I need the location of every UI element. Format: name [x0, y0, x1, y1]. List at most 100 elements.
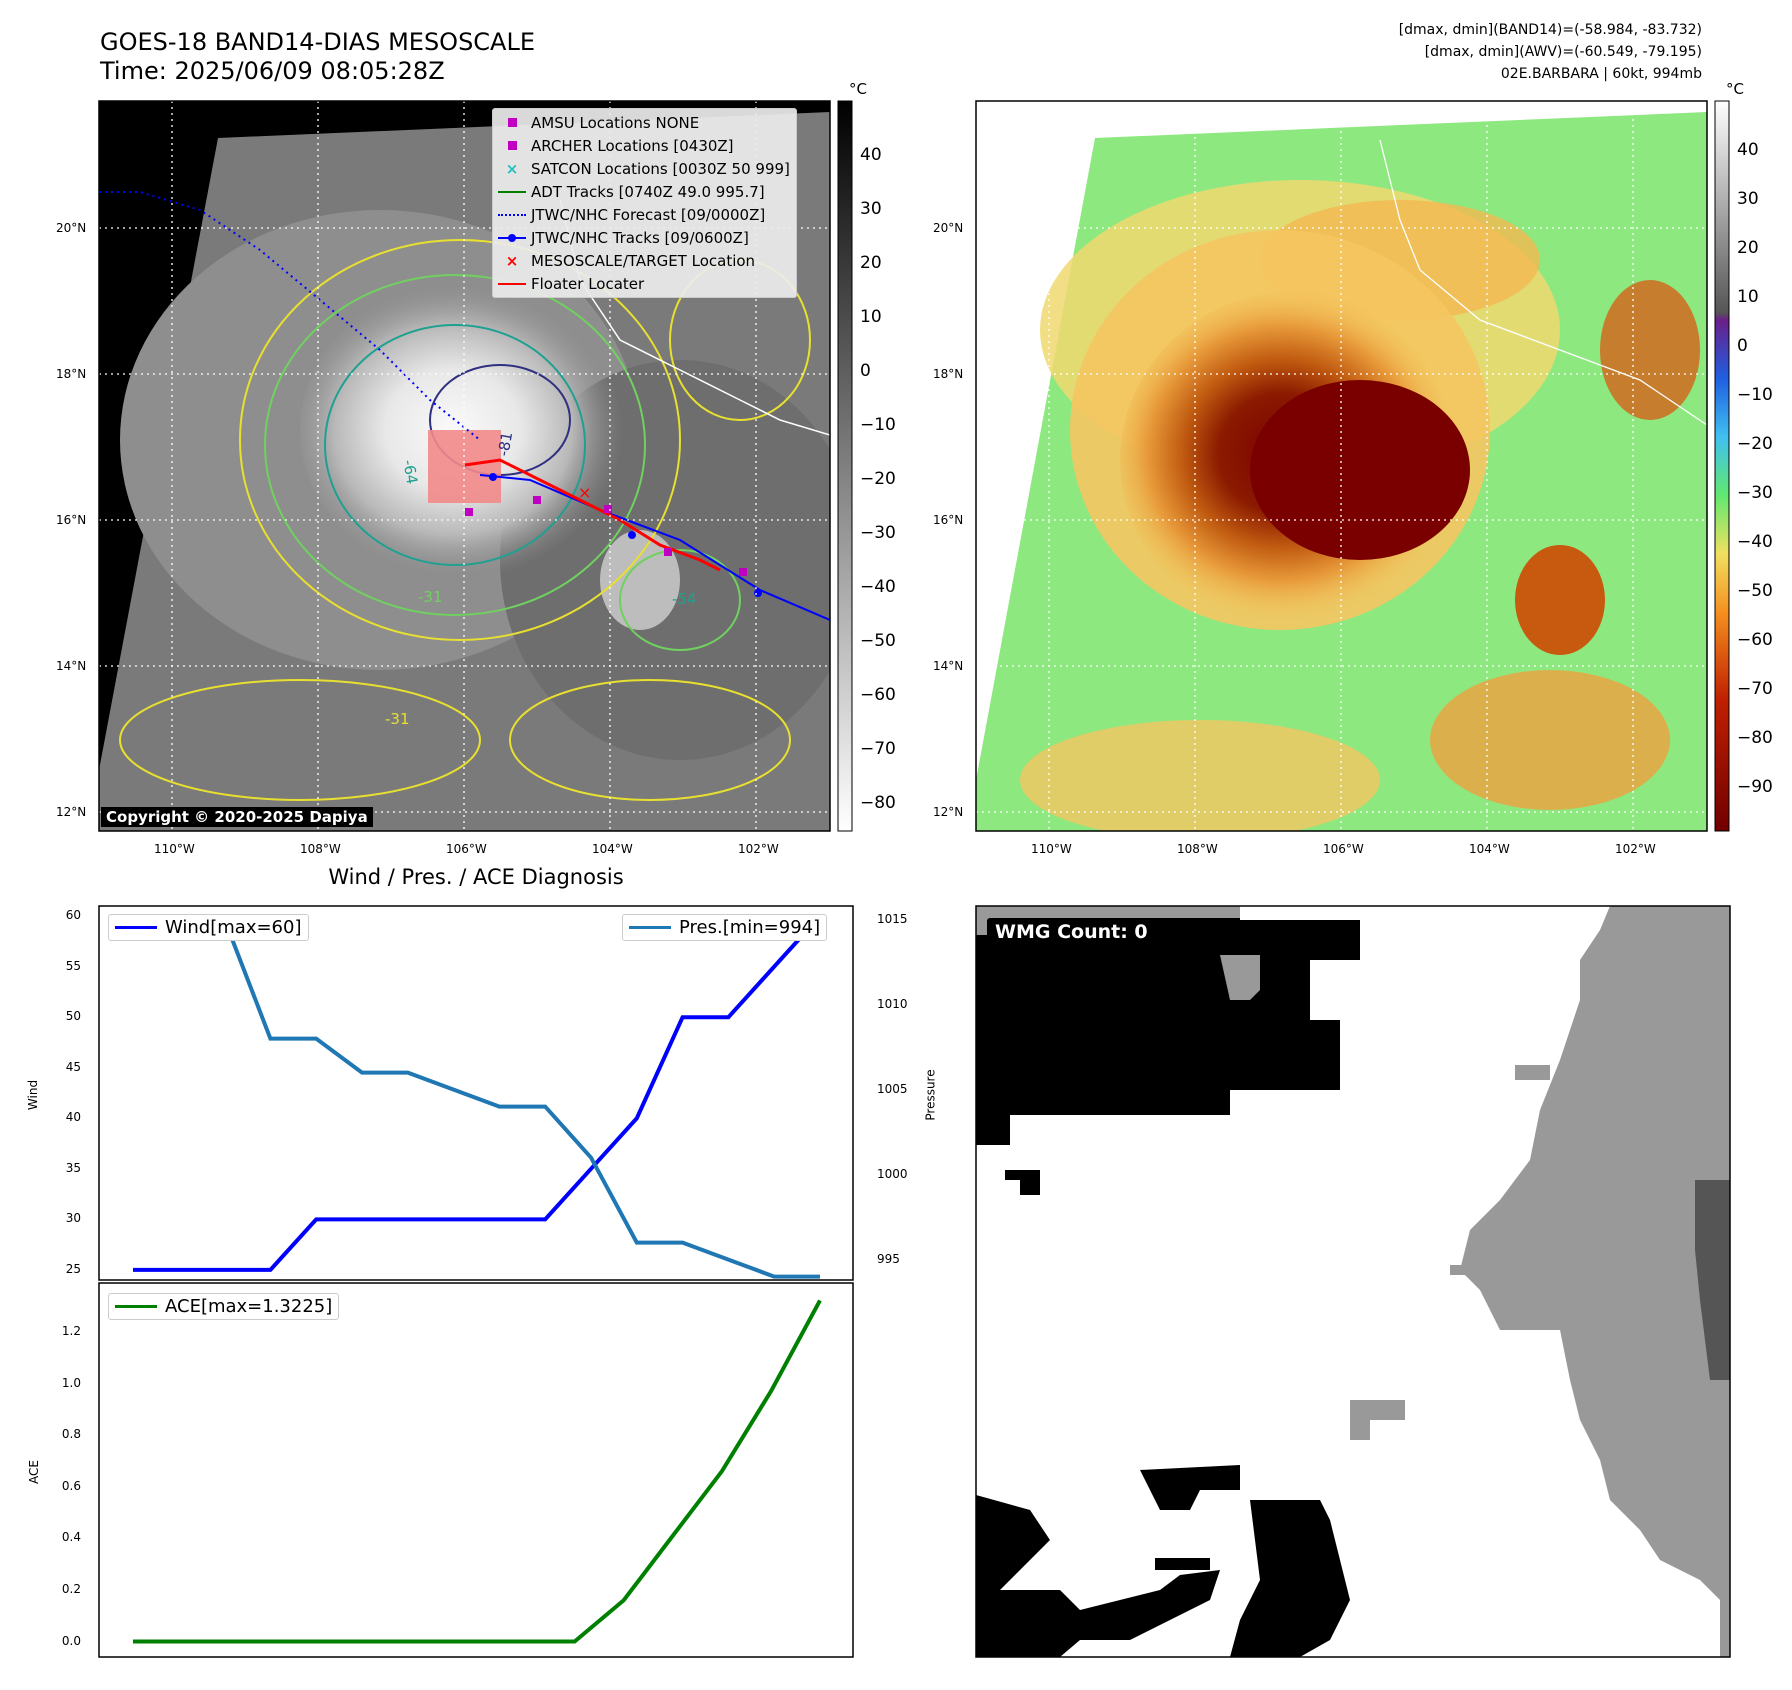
legend-line-icon	[493, 190, 531, 193]
col-cbar-tick: 0	[1737, 336, 1748, 356]
ir-lon-106: 106°W	[446, 842, 487, 856]
pressure-line	[133, 917, 820, 1279]
ace-tick-label: 1.0	[61, 1375, 81, 1390]
pressure-tick-label: 1000	[877, 1166, 908, 1181]
ir-lon-108: 108°W	[300, 842, 341, 856]
legend-mesoscale: × MESOSCALE/TARGET Location	[493, 249, 790, 272]
legend-adt: ADT Tracks [0740Z 49.0 995.7]	[493, 180, 790, 203]
pressure-legend: Pres.[min=994]	[622, 914, 828, 941]
wind-tick-label: 60	[65, 908, 81, 923]
col-cbar-tick: −70	[1737, 679, 1773, 699]
legend-line-dot-icon	[493, 233, 531, 242]
copyright: Copyright © 2020-2025 Dapiya	[101, 807, 373, 827]
col-cbar-tick: 10	[1737, 287, 1759, 307]
ace-tick-label: 1.2	[61, 1324, 81, 1338]
ir-cbar-tick: 0	[860, 361, 871, 381]
col-lon-102: 102°W	[1615, 842, 1656, 856]
ir-lat-12: 12°N	[56, 805, 87, 819]
legend-line-icon	[493, 282, 531, 285]
col-colorbar-unit: °C	[1726, 80, 1744, 98]
color-colorbar	[1714, 100, 1730, 832]
contour-label-54: -54	[672, 590, 697, 608]
info-storm: 02E.BARBARA | 60kt, 994mb	[1500, 66, 1702, 82]
legend-square-icon	[493, 118, 531, 127]
ace-ylabel: ACE	[26, 1460, 41, 1484]
col-lat-20: 20°N	[933, 221, 964, 235]
wind-legend-line-icon	[115, 926, 157, 929]
wind-tick-label: 40	[65, 1110, 81, 1125]
ir-lat-20: 20°N	[56, 221, 87, 235]
wind-ylabel: Wind	[26, 1079, 41, 1111]
col-lon-104: 104°W	[1469, 842, 1510, 856]
color-map	[976, 101, 1707, 831]
ace-axes	[98, 1282, 854, 1658]
pressure-ylabel: Pressure	[923, 1069, 938, 1121]
ir-colorbar	[837, 100, 853, 832]
pressure-tick-label: 995	[877, 1251, 900, 1266]
legend-archer: ARCHER Locations [0430Z]	[493, 134, 790, 157]
wind-line	[133, 914, 822, 1272]
col-lon-106: 106°W	[1323, 842, 1364, 856]
col-lat-14: 14°N	[933, 659, 964, 673]
col-cbar-tick: −40	[1737, 532, 1773, 552]
ace-tick-label: 0.4	[61, 1530, 81, 1545]
legend-floater: Floater Locater	[493, 272, 790, 295]
ir-cbar-tick: −30	[860, 523, 896, 543]
col-cbar-tick: −80	[1737, 728, 1773, 748]
col-lat-12: 12°N	[933, 805, 964, 819]
ir-cbar-tick: −50	[860, 631, 896, 651]
diagnosis-title: Wind / Pres. / ACE Diagnosis	[328, 865, 624, 889]
ace-tick-label: 0.2	[61, 1581, 81, 1596]
col-cbar-tick: 40	[1737, 140, 1759, 160]
ir-lat-14: 14°N	[56, 659, 87, 673]
wmg-panel	[976, 906, 1730, 1657]
wind-tick-label: 25	[65, 1261, 81, 1276]
ir-cbar-tick: 10	[860, 307, 882, 327]
ir-cbar-tick: 30	[860, 199, 882, 219]
ir-legend: AMSU Locations NONE ARCHER Locations [04…	[492, 108, 797, 298]
ir-cbar-tick: 20	[860, 253, 882, 273]
wind-legend: Wind[max=60]	[108, 914, 309, 941]
col-cbar-tick: −90	[1737, 777, 1773, 797]
wind-pressure-axes	[98, 905, 854, 1281]
ir-cbar-tick: 40	[860, 145, 882, 165]
ir-colorbar-unit: °C	[849, 80, 867, 98]
legend-forecast: JTWC/NHC Forecast [09/0000Z]	[493, 203, 790, 226]
col-lat-18: 18°N	[933, 367, 964, 381]
col-cbar-tick: −10	[1737, 385, 1773, 405]
legend-satcon: × SATCON Locations [0030Z 50 999]	[493, 157, 790, 180]
wind-tick-label: 45	[65, 1059, 81, 1074]
ir-cbar-tick: −10	[860, 415, 896, 435]
legend-x-icon: ×	[505, 251, 519, 270]
col-lon-110: 110°W	[1031, 842, 1072, 856]
ir-cbar-tick: −70	[860, 739, 896, 759]
legend-tracks: JTWC/NHC Tracks [09/0600Z]	[493, 226, 790, 249]
pressure-tick-label: 1005	[877, 1081, 908, 1096]
col-cbar-tick: −50	[1737, 581, 1773, 601]
wind-tick-label: 55	[65, 958, 81, 973]
ir-cbar-tick: −60	[860, 685, 896, 705]
ace-tick-label: 0.8	[61, 1427, 81, 1442]
ace-series	[132, 1299, 822, 1644]
pressure-legend-line-icon	[629, 926, 671, 929]
legend-square-icon	[493, 141, 531, 150]
ace-legend-line-icon	[115, 1305, 157, 1308]
info-awv: [dmax, dmin](AWV)=(-60.549, -79.195)	[1424, 44, 1702, 60]
pressure-tick-label: 1015	[877, 911, 908, 926]
target-box	[428, 430, 501, 503]
info-band14: [dmax, dmin](BAND14)=(-58.984, -83.732)	[1398, 22, 1702, 38]
ir-lon-110: 110°W	[154, 842, 195, 856]
ir-cbar-tick: −80	[860, 793, 896, 813]
ir-cbar-tick: −20	[860, 469, 896, 489]
ir-cbar-tick: −40	[860, 577, 896, 597]
ace-tick-label: 0.6	[61, 1478, 81, 1493]
col-cbar-tick: −60	[1737, 630, 1773, 650]
legend-amsu: AMSU Locations NONE	[493, 111, 790, 134]
ace-legend: ACE[max=1.3225]	[108, 1293, 340, 1320]
ir-lat-18: 18°N	[56, 367, 87, 381]
pressure-tick-label: 1010	[877, 996, 908, 1011]
contour-label-31b: -31	[385, 710, 410, 728]
svg-text:×: ×	[578, 483, 591, 502]
contour-label-31a: -31	[418, 588, 443, 606]
